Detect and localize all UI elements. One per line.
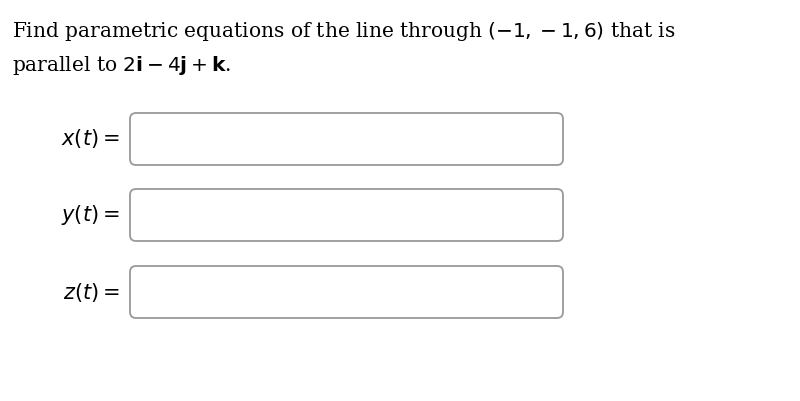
Text: parallel to $2\mathbf{i} - 4\mathbf{j} + \mathbf{k}$.: parallel to $2\mathbf{i} - 4\mathbf{j} +… <box>12 54 231 77</box>
FancyBboxPatch shape <box>130 189 563 241</box>
FancyBboxPatch shape <box>130 266 563 318</box>
Text: Find parametric equations of the line through $(-1, -1, 6)$ that is: Find parametric equations of the line th… <box>12 20 675 43</box>
FancyBboxPatch shape <box>130 113 563 165</box>
Text: $x(t) =$: $x(t) =$ <box>61 128 120 150</box>
Text: $z(t) =$: $z(t) =$ <box>63 281 120 304</box>
Text: $y(t) =$: $y(t) =$ <box>62 203 120 227</box>
